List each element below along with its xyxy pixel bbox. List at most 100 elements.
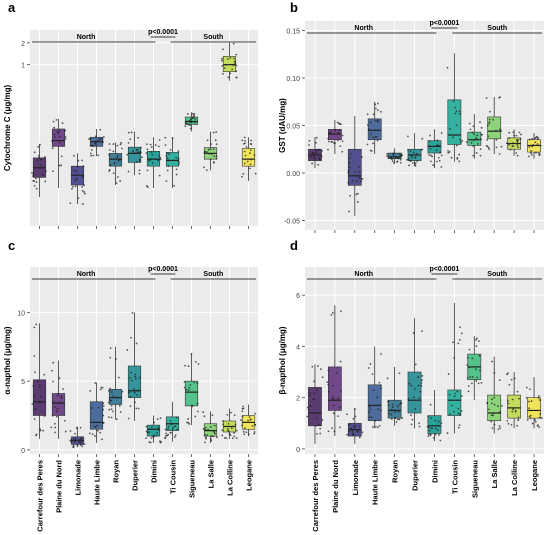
- data-point: [437, 156, 440, 159]
- data-point: [315, 424, 318, 427]
- data-point: [222, 48, 224, 51]
- data-point: [109, 164, 112, 166]
- data-point: [418, 397, 421, 400]
- data-point: [31, 172, 33, 174]
- data-point: [154, 158, 157, 160]
- data-point: [438, 433, 440, 436]
- data-point: [377, 119, 380, 122]
- data-point: [341, 150, 344, 153]
- data-point: [167, 165, 170, 167]
- data-point: [432, 437, 435, 439]
- data-point: [212, 429, 215, 432]
- data-point: [354, 426, 356, 429]
- data-point: [439, 439, 442, 442]
- data-point: [407, 397, 410, 400]
- data-point: [133, 388, 135, 391]
- data-point: [133, 152, 136, 155]
- data-point: [227, 430, 230, 433]
- data-point: [115, 182, 118, 185]
- data-point: [52, 120, 55, 123]
- data-point: [61, 122, 64, 125]
- data-point: [360, 180, 362, 183]
- data-point: [32, 408, 35, 411]
- data-point: [50, 426, 53, 429]
- data-point: [164, 144, 167, 147]
- data-point: [437, 420, 440, 423]
- data-point: [480, 381, 483, 384]
- data-point: [186, 122, 189, 125]
- data-point: [528, 146, 531, 148]
- data-point: [170, 422, 173, 425]
- data-point: [243, 162, 246, 165]
- data-point: [512, 142, 514, 145]
- data-point: [457, 426, 460, 429]
- data-point: [376, 426, 379, 429]
- data-point: [309, 156, 312, 159]
- data-point: [379, 384, 382, 387]
- data-point: [94, 142, 97, 145]
- data-point: [488, 148, 491, 151]
- data-point: [309, 391, 312, 394]
- data-point: [167, 427, 170, 430]
- data-point: [306, 406, 309, 409]
- data-point: [35, 181, 38, 183]
- data-point: [376, 102, 379, 105]
- data-point: [37, 154, 40, 157]
- data-point: [311, 365, 314, 368]
- data-point: [235, 429, 238, 432]
- data-point: [227, 422, 230, 425]
- data-point: [335, 371, 338, 374]
- data-point: [58, 135, 61, 138]
- data-point: [306, 415, 309, 418]
- data-point: [488, 122, 490, 125]
- data-point: [194, 415, 197, 418]
- data-point: [158, 174, 161, 177]
- data-point: [116, 156, 119, 159]
- south-label: South: [487, 271, 507, 278]
- data-point: [354, 424, 357, 427]
- data-point: [56, 407, 59, 410]
- data-point: [339, 360, 342, 363]
- data-point: [369, 408, 372, 411]
- data-point: [249, 158, 252, 161]
- data-point: [168, 153, 171, 155]
- data-point: [52, 380, 54, 383]
- data-point: [537, 152, 540, 155]
- data-point: [178, 161, 180, 163]
- data-point: [191, 112, 194, 115]
- box-haute-limbe: [367, 346, 383, 429]
- data-point: [242, 407, 245, 410]
- data-point: [466, 364, 469, 366]
- data-point: [109, 347, 112, 350]
- data-point: [525, 386, 528, 389]
- data-point: [231, 437, 234, 440]
- data-point: [119, 143, 122, 146]
- data-point: [480, 138, 482, 141]
- data-point: [434, 419, 437, 422]
- data-point: [481, 133, 483, 136]
- data-point: [460, 141, 462, 144]
- data-point: [530, 154, 533, 156]
- data-point: [53, 133, 56, 136]
- data-point: [117, 159, 120, 162]
- box-iqr: [89, 401, 104, 430]
- data-point: [473, 139, 475, 141]
- data-point: [319, 432, 322, 435]
- data-point: [177, 163, 180, 166]
- data-point: [164, 428, 167, 431]
- y-axis-label: β-napthol (μg/mg): [278, 326, 287, 394]
- data-point: [173, 184, 175, 187]
- data-point: [487, 408, 490, 411]
- data-point: [92, 154, 95, 157]
- data-point: [315, 389, 318, 391]
- data-point: [129, 395, 132, 398]
- data-point: [498, 379, 501, 382]
- data-point: [398, 372, 401, 375]
- box-sigueneau: [466, 336, 483, 401]
- data-point: [428, 429, 431, 432]
- box-royan: [107, 346, 124, 421]
- data-point: [346, 433, 349, 436]
- data-point: [417, 376, 420, 378]
- data-point: [157, 426, 159, 429]
- data-point: [390, 418, 393, 420]
